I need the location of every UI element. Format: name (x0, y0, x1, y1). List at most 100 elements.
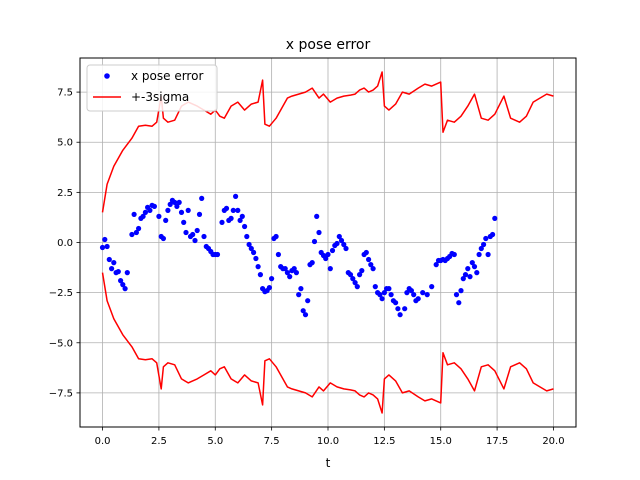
scatter-point (309, 260, 315, 266)
scatter-point (251, 249, 257, 256)
scatter-point (230, 207, 236, 213)
scatter-point (456, 300, 462, 306)
scatter-point (429, 284, 435, 290)
legend-label-x-pose-error: x pose error (131, 69, 203, 83)
scatter-point (300, 308, 306, 314)
scatter-point (490, 231, 496, 238)
scatter-point (199, 195, 205, 201)
x-tick-label: 2.5 (151, 436, 167, 447)
scatter-points (99, 193, 498, 318)
scatter-point (350, 276, 356, 282)
scatter-point (291, 266, 297, 272)
scatter-point (368, 262, 374, 268)
scatter-point (476, 251, 482, 258)
x-tick-label: 20.0 (542, 436, 564, 447)
scatter-point (156, 213, 162, 219)
sigma-line-upper (101, 71, 554, 213)
legend-box (86, 64, 218, 112)
scatter-point (424, 292, 430, 298)
scatter-point (420, 290, 426, 296)
scatter-point (287, 274, 293, 280)
x-tick-label: 10.0 (317, 436, 339, 447)
scatter-point (453, 292, 460, 298)
scatter-point (483, 235, 489, 242)
scatter-point (408, 288, 414, 294)
scatter-point (393, 300, 399, 306)
scatter-point (246, 241, 252, 248)
scatter-point (122, 286, 128, 292)
scatter-point (118, 278, 124, 284)
scatter-point (415, 296, 421, 302)
scatter-point (124, 270, 130, 276)
scatter-point (136, 225, 142, 232)
scatter-point (323, 255, 329, 262)
scatter-point (402, 306, 408, 312)
scatter-point (228, 215, 234, 221)
scatter-point (485, 251, 491, 258)
scatter-point (239, 213, 245, 219)
scatter-point (366, 256, 372, 263)
scatter-point (474, 270, 480, 276)
scatter-point (282, 266, 288, 272)
scatter-point (131, 211, 137, 217)
y-tick-label: −2.5 (49, 288, 73, 299)
scatter-point (458, 288, 464, 294)
sigma-lines (101, 71, 554, 414)
scatter-point (363, 249, 369, 256)
scatter-point (233, 193, 239, 199)
scatter-point (167, 201, 173, 207)
scatter-point (352, 280, 358, 286)
scatter-point (133, 229, 139, 236)
scatter-point (341, 241, 347, 248)
scatter-point (99, 244, 106, 251)
scatter-point (109, 266, 115, 272)
scatter-point (129, 231, 135, 238)
plot-area (99, 71, 554, 414)
x-tick-label: 5.0 (207, 436, 223, 447)
scatter-point (293, 270, 299, 276)
scatter-point (163, 217, 169, 223)
scatter-point (178, 209, 185, 215)
scatter-point (257, 272, 263, 278)
scatter-point (219, 219, 225, 225)
scatter-point (176, 199, 182, 205)
x-tick-label: 15.0 (430, 436, 452, 447)
scatter-point (248, 245, 254, 252)
scatter-point (120, 282, 126, 288)
x-tick-label: 0.0 (95, 436, 111, 447)
scatter-point (235, 207, 241, 213)
scatter-point (370, 266, 376, 272)
scatter-point (142, 209, 148, 215)
scatter-point (253, 255, 259, 262)
scatter-point (196, 211, 203, 217)
scatter-point (379, 296, 385, 302)
scatter-point (296, 292, 302, 298)
scatter-point (185, 207, 191, 213)
scatter-point (314, 213, 320, 219)
scatter-point (284, 270, 290, 276)
y-tick-label: 0.0 (57, 238, 73, 249)
scatter-point (465, 266, 471, 272)
legend: x pose error +-3sigma (86, 64, 218, 112)
grid (80, 58, 576, 427)
scatter-point (325, 251, 331, 258)
scatter-point (404, 290, 410, 296)
sigma-line-lower (101, 272, 554, 414)
scatter-point (471, 264, 478, 270)
scatter-point (111, 260, 117, 266)
scatter-point (492, 215, 498, 221)
x-tick-label: 17.5 (486, 436, 508, 447)
y-tick-label: 5.0 (57, 138, 73, 149)
scatter-point (411, 292, 417, 298)
legend-label-3sigma: +-3sigma (131, 90, 189, 104)
scatter-point (311, 238, 318, 245)
scatter-point (223, 205, 230, 211)
x-tick-label: 7.5 (264, 436, 280, 447)
scatter-point (255, 264, 261, 270)
scatter-point (140, 213, 146, 219)
scatter-point (192, 237, 198, 244)
scatter-point (244, 233, 250, 240)
scatter-point (336, 233, 342, 240)
scatter-point (165, 207, 171, 213)
